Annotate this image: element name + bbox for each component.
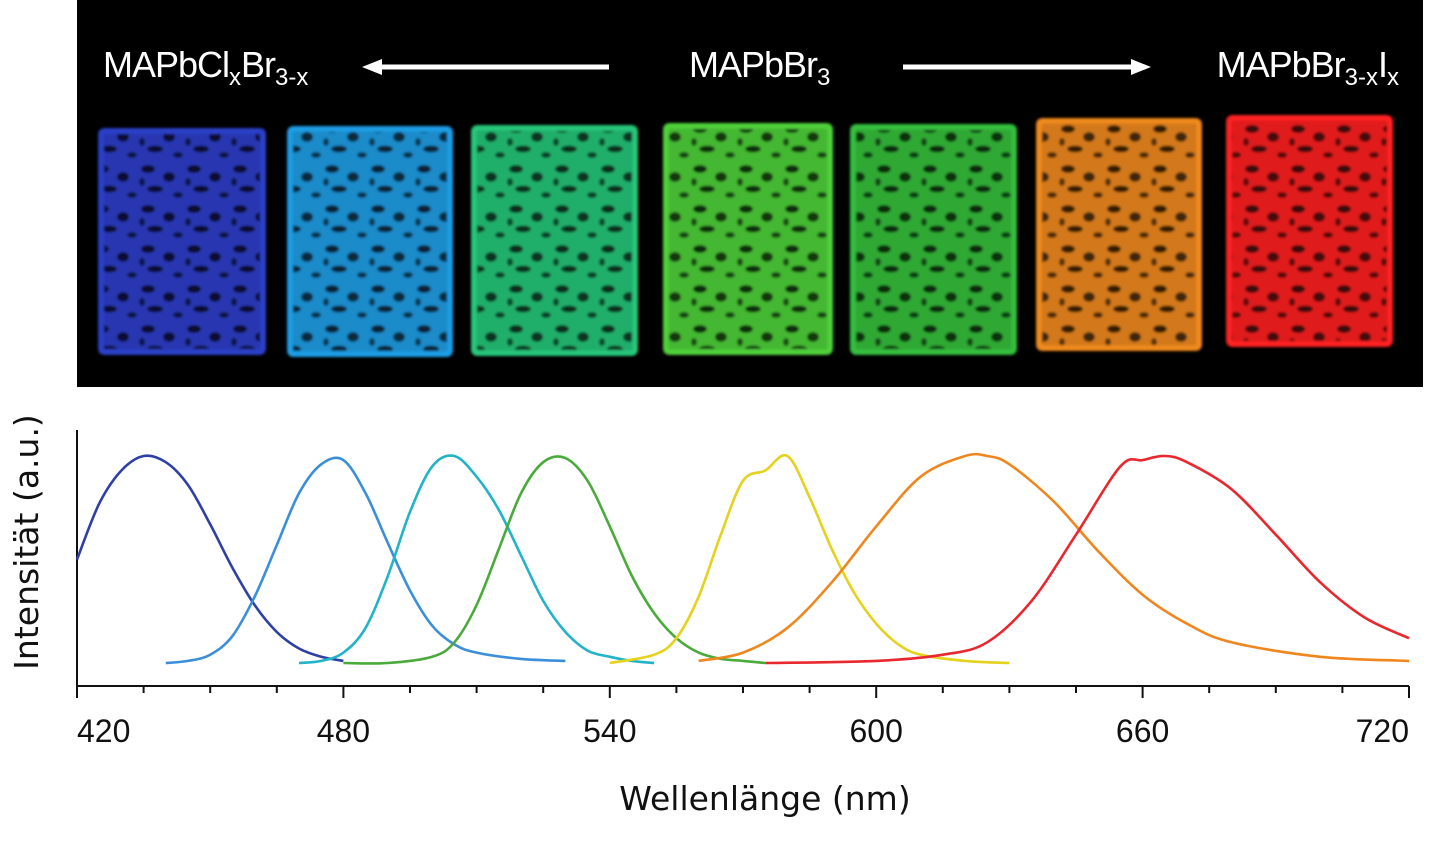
emission-spectra xyxy=(75,452,1410,665)
emission-curve-7 xyxy=(765,454,1410,665)
x-axis-title: Wellenlänge (nm) xyxy=(619,779,910,818)
arrow-right-head xyxy=(1131,59,1151,75)
formula-pure-bromide: MAPbBr3 xyxy=(689,44,831,91)
perovskite-film-7 xyxy=(1226,115,1393,347)
shift-arrows xyxy=(362,59,1151,75)
perovskite-film-6 xyxy=(1036,118,1202,351)
formula-mixed-bromide-iodide: MAPbBr3-xIx xyxy=(1216,44,1399,91)
emission-curve-3 xyxy=(298,454,655,665)
x-tick-label: 480 xyxy=(317,713,370,749)
formula-mixed-chloride-bromide: MAPbClxBr3-x xyxy=(103,44,309,91)
x-tick-label: 540 xyxy=(583,713,636,749)
emission-curve-5 xyxy=(609,453,1010,665)
emission-curve-1 xyxy=(75,454,344,663)
emission-curve-2 xyxy=(165,456,566,665)
perovskite-film-2 xyxy=(287,126,453,357)
x-tick-label: 660 xyxy=(1116,713,1169,749)
arrow-left-head xyxy=(362,59,382,75)
emission-curve-6 xyxy=(698,452,1410,663)
x-tick-label: 720 xyxy=(1356,713,1409,749)
x-ticks: 420 480 540 600 660 720 xyxy=(76,686,1410,749)
perovskite-film-5 xyxy=(850,124,1017,355)
perovskite-film-3 xyxy=(471,125,638,356)
chart-axes: 420 480 540 600 660 720 xyxy=(76,430,1410,749)
perovskite-film-1 xyxy=(98,128,266,355)
x-tick-label: 420 xyxy=(77,713,130,749)
x-tick-label: 600 xyxy=(850,713,903,749)
perovskite-film-4 xyxy=(663,123,833,355)
emission-curve-4 xyxy=(343,455,766,665)
perovskite-films xyxy=(98,115,1393,357)
y-axis-title: Intensität (a.u.) xyxy=(7,414,46,670)
